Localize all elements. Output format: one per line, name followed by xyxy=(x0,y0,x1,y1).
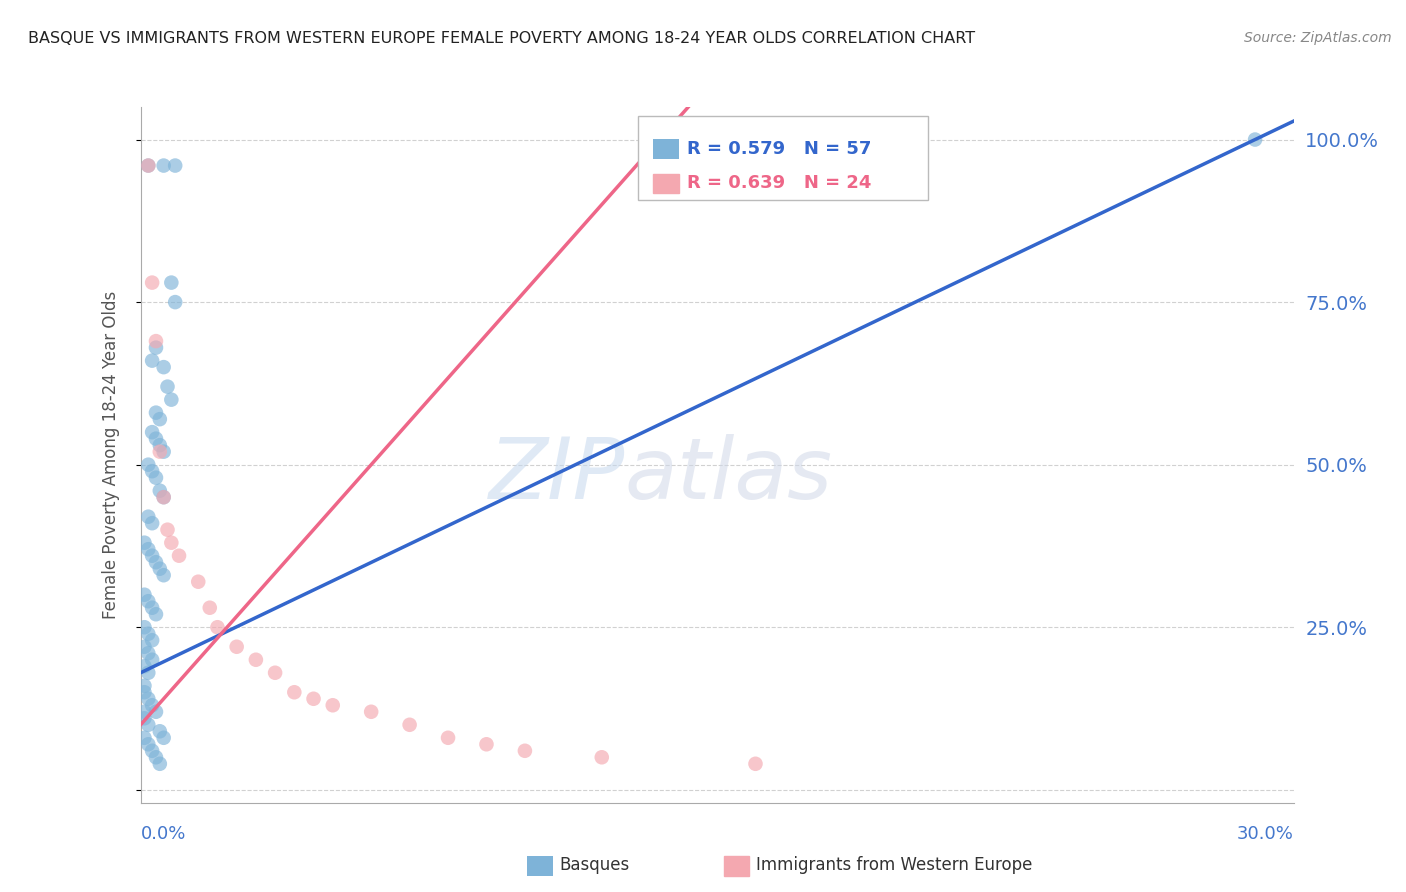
Point xyxy=(136,594,159,608)
Point xyxy=(141,353,163,368)
Point xyxy=(1244,132,1267,146)
Point xyxy=(134,535,156,549)
Point xyxy=(167,549,190,563)
Point xyxy=(145,432,167,446)
Point xyxy=(141,516,163,531)
Point xyxy=(156,379,179,393)
Point xyxy=(152,490,174,504)
Point xyxy=(165,295,187,310)
Point xyxy=(149,444,172,458)
Point xyxy=(136,159,159,173)
Text: 0.0%: 0.0% xyxy=(141,825,186,843)
Point xyxy=(149,412,172,426)
Point xyxy=(141,633,163,648)
Text: R = 0.579   N = 57: R = 0.579 N = 57 xyxy=(688,140,872,158)
Point xyxy=(136,626,159,640)
Point xyxy=(152,731,174,745)
Point xyxy=(134,659,156,673)
Point xyxy=(149,438,172,452)
Point xyxy=(141,276,163,290)
Point xyxy=(134,640,156,654)
Point xyxy=(145,471,167,485)
Text: Source: ZipAtlas.com: Source: ZipAtlas.com xyxy=(1244,31,1392,45)
Point xyxy=(744,756,766,771)
Point xyxy=(141,549,163,563)
Point xyxy=(136,159,159,173)
Point xyxy=(134,711,156,725)
Point xyxy=(152,490,174,504)
Point xyxy=(225,640,247,654)
Text: Immigrants from Western Europe: Immigrants from Western Europe xyxy=(756,856,1033,874)
Point xyxy=(437,731,460,745)
Point xyxy=(152,444,174,458)
Point xyxy=(513,744,536,758)
Text: atlas: atlas xyxy=(624,434,832,517)
Point xyxy=(283,685,305,699)
Point xyxy=(264,665,287,680)
Point xyxy=(360,705,382,719)
Point xyxy=(134,620,156,634)
Point xyxy=(152,159,174,173)
Point xyxy=(134,588,156,602)
Point xyxy=(145,750,167,764)
Point xyxy=(149,483,172,498)
Y-axis label: Female Poverty Among 18-24 Year Olds: Female Poverty Among 18-24 Year Olds xyxy=(101,291,120,619)
Point xyxy=(149,724,172,739)
Point xyxy=(134,731,156,745)
Point xyxy=(160,535,183,549)
Point xyxy=(156,523,179,537)
Point xyxy=(141,653,163,667)
Point xyxy=(207,620,229,634)
Point xyxy=(141,425,163,439)
Point xyxy=(136,509,159,524)
Point xyxy=(145,406,167,420)
Point xyxy=(141,600,163,615)
Point xyxy=(141,698,163,713)
Point xyxy=(134,705,156,719)
Point xyxy=(136,691,159,706)
Point xyxy=(145,341,167,355)
Point xyxy=(136,458,159,472)
Point xyxy=(165,159,187,173)
Point xyxy=(245,653,267,667)
Text: ZIP: ZIP xyxy=(488,434,624,517)
Point xyxy=(136,665,159,680)
Point xyxy=(136,542,159,557)
Text: Basques: Basques xyxy=(560,856,630,874)
Point xyxy=(475,737,498,751)
Point xyxy=(198,600,221,615)
Point xyxy=(591,750,613,764)
Point xyxy=(136,737,159,751)
Text: R = 0.639   N = 24: R = 0.639 N = 24 xyxy=(688,174,872,193)
Point xyxy=(149,756,172,771)
Point xyxy=(152,360,174,375)
Text: 30.0%: 30.0% xyxy=(1237,825,1294,843)
Point xyxy=(152,568,174,582)
Point xyxy=(149,562,172,576)
Point xyxy=(136,646,159,660)
Point xyxy=(145,607,167,622)
Point xyxy=(134,685,156,699)
Text: BASQUE VS IMMIGRANTS FROM WESTERN EUROPE FEMALE POVERTY AMONG 18-24 YEAR OLDS CO: BASQUE VS IMMIGRANTS FROM WESTERN EUROPE… xyxy=(28,31,976,46)
Point xyxy=(160,392,183,407)
Point xyxy=(322,698,344,713)
Point xyxy=(398,718,420,732)
Point xyxy=(145,705,167,719)
Point xyxy=(136,718,159,732)
Point xyxy=(145,555,167,569)
Point xyxy=(141,464,163,478)
Point xyxy=(160,276,183,290)
Point xyxy=(141,744,163,758)
Point xyxy=(302,691,325,706)
Point xyxy=(145,334,167,348)
Point xyxy=(187,574,209,589)
Point xyxy=(134,679,156,693)
